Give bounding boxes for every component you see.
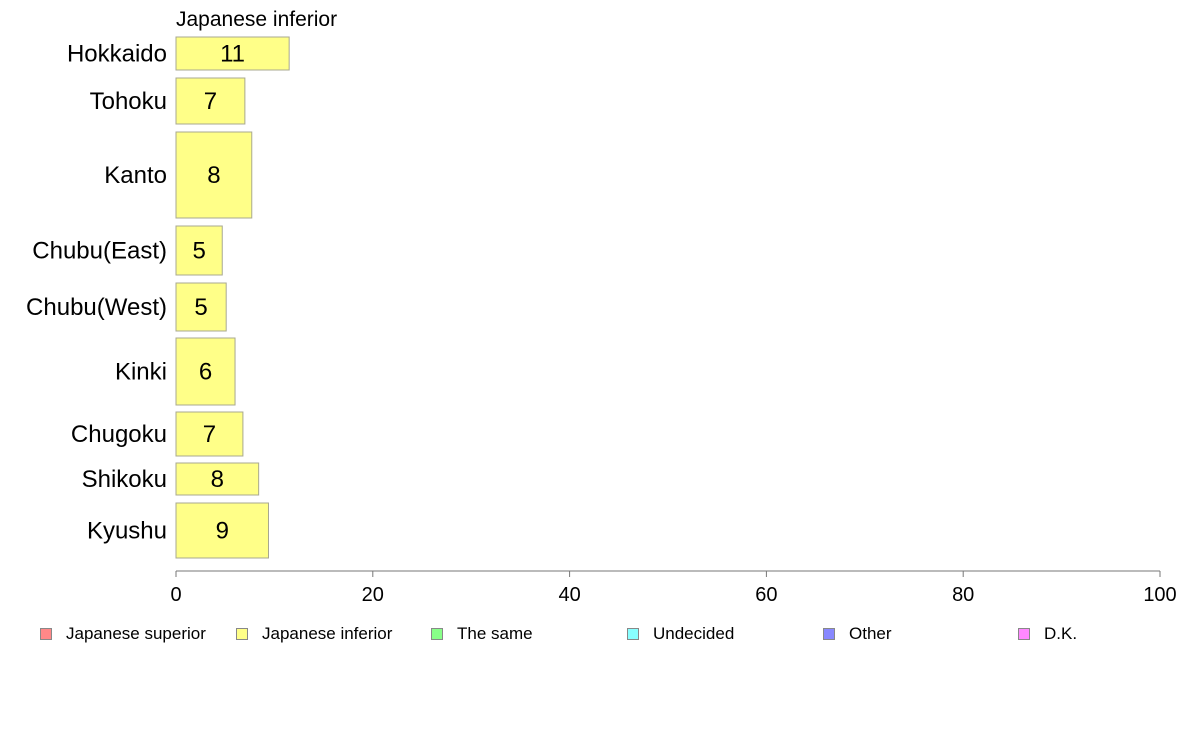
bars-group: Hokkaido 11 Tohoku 7 Kanto 8 Chubu(East) 5 Chubu… bbox=[26, 36, 290, 559]
x-axis: 0 20 40 60 80 100 bbox=[170, 570, 1177, 606]
legend-label: Japanese superior bbox=[66, 624, 206, 643]
bar bbox=[175, 502, 269, 559]
bar bbox=[175, 411, 244, 457]
bar bbox=[175, 282, 227, 332]
legend-item: Japanese superior bbox=[40, 624, 206, 644]
legend-item: D.K. bbox=[1018, 624, 1077, 644]
category-label: Chubu(East) bbox=[32, 238, 167, 265]
x-tick-label: 80 bbox=[952, 584, 974, 606]
bar bbox=[175, 337, 236, 406]
bar bbox=[175, 462, 260, 496]
x-tick-label: 0 bbox=[170, 584, 181, 606]
bar bbox=[175, 131, 253, 219]
x-tick-label: 40 bbox=[558, 584, 580, 606]
bar-value-label: 8 bbox=[207, 162, 220, 189]
bar-value-label: 5 bbox=[192, 238, 205, 265]
legend-swatch bbox=[236, 628, 248, 640]
bar-value-label: 8 bbox=[211, 466, 224, 493]
x-tick-label: 100 bbox=[1143, 584, 1176, 606]
bar bbox=[175, 36, 290, 71]
legend-item: Other bbox=[823, 624, 892, 644]
bar-value-label: 7 bbox=[204, 88, 217, 115]
x-tick-label: 60 bbox=[755, 584, 777, 606]
legend-label: The same bbox=[457, 624, 533, 643]
bar-value-label: 5 bbox=[194, 294, 207, 321]
bar-value-label: 6 bbox=[199, 359, 212, 386]
bar bbox=[175, 77, 246, 125]
legend-label: Other bbox=[849, 624, 892, 643]
legend-label: D.K. bbox=[1044, 624, 1078, 643]
category-label: Chubu(West) bbox=[26, 294, 167, 321]
bar-value-label: 7 bbox=[203, 421, 216, 448]
chart-title: Japanese inferior bbox=[176, 8, 337, 31]
chart: Japanese inferior Hokkaido 11 Tohoku 7 Kanto… bbox=[26, 8, 1177, 606]
legend-item: The same bbox=[431, 624, 533, 644]
bar bbox=[175, 225, 223, 276]
bar-value-label: 9 bbox=[216, 518, 229, 545]
legend-item: Japanese inferior bbox=[236, 624, 392, 644]
legend-swatch bbox=[1018, 628, 1030, 640]
category-label: Tohoku bbox=[90, 88, 167, 115]
x-tick-label: 20 bbox=[362, 584, 384, 606]
category-label: Kanto bbox=[104, 162, 167, 189]
category-label: Kyushu bbox=[87, 518, 167, 545]
category-label: Chugoku bbox=[71, 421, 167, 448]
legend-swatch bbox=[823, 628, 835, 640]
category-label: Shikoku bbox=[82, 466, 167, 493]
legend: Japanese superior Japanese inferior The sa… bbox=[0, 624, 1188, 646]
legend-swatch bbox=[431, 628, 443, 640]
legend-swatch bbox=[40, 628, 52, 640]
legend-label: Undecided bbox=[653, 624, 735, 643]
category-label: Hokkaido bbox=[67, 41, 167, 68]
legend-swatch bbox=[627, 628, 639, 640]
category-label: Kinki bbox=[115, 359, 167, 386]
bar-value-label: 11 bbox=[220, 41, 245, 68]
legend-item: Undecided bbox=[627, 624, 734, 644]
legend-label: Japanese inferior bbox=[262, 624, 393, 643]
